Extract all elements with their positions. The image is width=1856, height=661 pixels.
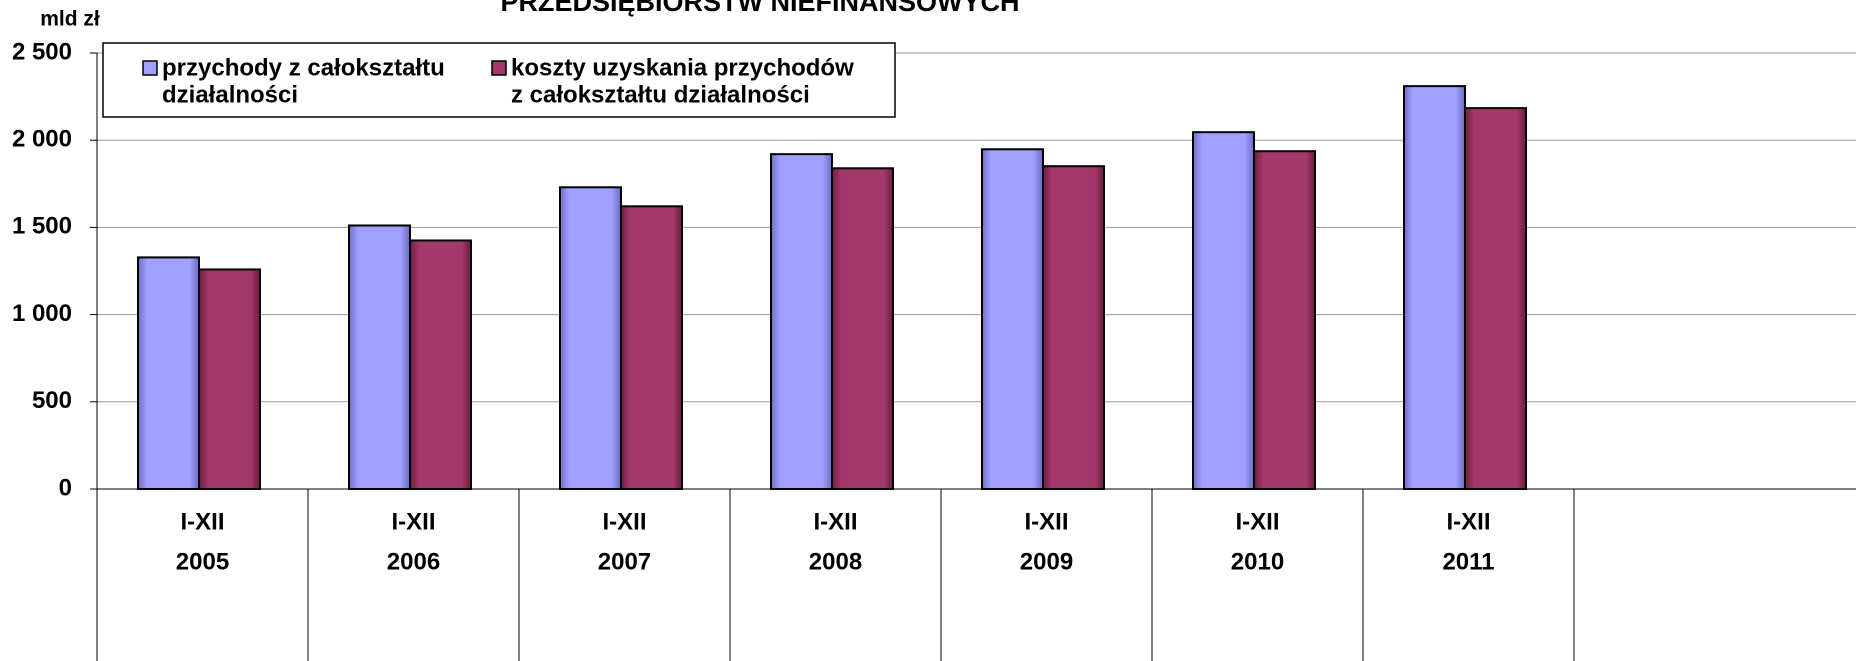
bar xyxy=(620,205,683,490)
x-tick-label: 2011 xyxy=(1442,548,1494,575)
x-tick-label: 2008 xyxy=(809,548,862,575)
bar xyxy=(1464,107,1527,490)
bar xyxy=(981,148,1044,490)
x-tick-label: I-XII xyxy=(1446,508,1490,535)
bar xyxy=(831,167,894,490)
x-tick-label: 2010 xyxy=(1231,548,1284,575)
legend-swatch xyxy=(491,60,507,76)
legend-swatch xyxy=(142,60,158,76)
bar xyxy=(1192,131,1255,490)
x-tick-label: I-XII xyxy=(1024,508,1068,535)
bar xyxy=(770,153,833,490)
bar xyxy=(1042,165,1105,490)
legend-label: z całokształtu działalności xyxy=(511,81,810,108)
legend-label: działalności xyxy=(162,81,298,108)
x-tick-label: 2006 xyxy=(387,548,440,575)
bar xyxy=(1403,85,1466,491)
bar xyxy=(1253,150,1316,490)
x-tick-label: 2007 xyxy=(598,548,651,575)
y-tick-label: 1 500 xyxy=(12,213,72,240)
legend-label: koszty uzyskania przychodów xyxy=(511,54,854,81)
bar xyxy=(137,256,200,490)
y-tick-label: 2 000 xyxy=(12,126,72,153)
y-axis-label: mld zł xyxy=(40,8,100,31)
bar xyxy=(409,239,472,490)
x-tick-label: I-XII xyxy=(180,508,224,535)
y-tick-label: 2 500 xyxy=(12,38,72,65)
legend-box xyxy=(102,42,896,118)
y-tick-label: 1 000 xyxy=(12,300,72,327)
x-tick-label: I-XII xyxy=(391,508,435,535)
legend-label: przychody z całokształtu xyxy=(162,54,445,81)
chart-title: PRZEDSIĘBIORSTW NIEFINANSOWYCH xyxy=(500,0,1019,17)
bar xyxy=(559,186,622,490)
bar xyxy=(348,224,411,490)
x-tick-label: I-XII xyxy=(813,508,857,535)
bar xyxy=(198,268,261,490)
y-tick-label: 0 xyxy=(59,474,72,501)
x-tick-label: I-XII xyxy=(1235,508,1279,535)
x-tick-label: I-XII xyxy=(602,508,646,535)
x-tick-label: 2009 xyxy=(1020,548,1073,575)
x-tick-label: 2005 xyxy=(176,548,229,575)
y-tick-label: 500 xyxy=(32,387,72,414)
